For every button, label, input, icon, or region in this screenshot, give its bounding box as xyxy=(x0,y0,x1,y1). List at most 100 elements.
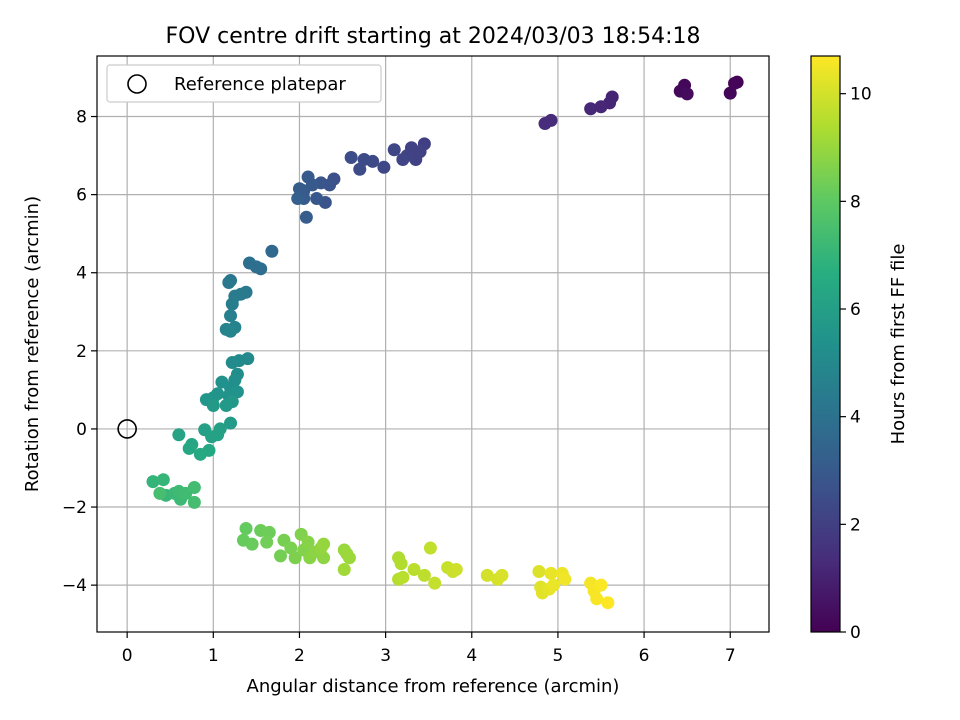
data-point xyxy=(594,100,608,114)
data-point xyxy=(342,551,356,565)
data-point xyxy=(222,275,236,289)
x-tick-label: 4 xyxy=(466,646,477,666)
y-axis-ticks: −4 −2 0 2 4 6 8 xyxy=(62,108,97,596)
y-tick-label: 0 xyxy=(76,420,87,440)
data-point xyxy=(344,151,358,165)
x-tick-label: 5 xyxy=(553,646,564,666)
data-point xyxy=(590,592,604,606)
data-point xyxy=(449,563,463,577)
data-point xyxy=(396,570,410,584)
data-point xyxy=(172,428,186,442)
data-points xyxy=(146,75,744,610)
data-point xyxy=(219,399,233,413)
colorbar-ticks: 0 2 4 6 8 10 xyxy=(840,85,872,643)
data-point xyxy=(387,143,401,157)
data-point xyxy=(224,309,238,323)
legend-box xyxy=(106,64,382,103)
data-point xyxy=(495,568,509,582)
x-axis-ticks: 0 1 2 3 4 5 6 7 xyxy=(122,632,736,666)
data-point xyxy=(396,152,410,166)
x-tick-label: 1 xyxy=(208,646,219,666)
data-point xyxy=(310,192,324,206)
colorbar-tick-label: 10 xyxy=(850,85,872,105)
colorbar: 0 2 4 6 8 10 Hours from first FF file xyxy=(810,55,909,643)
data-point xyxy=(225,297,239,311)
data-point xyxy=(547,578,561,592)
data-point xyxy=(156,473,170,487)
data-point xyxy=(292,182,306,196)
data-point xyxy=(205,430,219,444)
data-point xyxy=(337,563,351,577)
data-point xyxy=(225,356,239,370)
data-point xyxy=(584,102,598,116)
y-axis-label: Rotation from reference (arcmin) xyxy=(22,196,43,492)
data-point xyxy=(723,86,737,100)
y-tick-label: 2 xyxy=(76,342,87,362)
colorbar-tick-label: 8 xyxy=(850,192,861,212)
data-point xyxy=(153,486,167,500)
x-tick-label: 0 xyxy=(122,646,133,666)
data-point xyxy=(594,578,608,592)
data-point xyxy=(728,76,742,90)
data-point xyxy=(288,551,302,565)
data-point xyxy=(242,256,256,270)
data-point xyxy=(260,535,274,549)
legend-label: Reference platepar xyxy=(174,74,346,95)
data-point xyxy=(291,192,305,206)
x-tick-label: 7 xyxy=(725,646,736,666)
colorbar-gradient xyxy=(810,55,841,633)
data-point xyxy=(407,563,421,577)
x-tick-label: 2 xyxy=(294,646,305,666)
data-point xyxy=(423,541,437,555)
reference-platepar-marker xyxy=(117,419,137,439)
y-tick-label: −2 xyxy=(62,498,87,518)
data-point xyxy=(265,244,279,258)
data-point xyxy=(601,596,615,610)
data-point xyxy=(317,551,331,565)
x-tick-label: 3 xyxy=(380,646,391,666)
y-tick-label: 8 xyxy=(76,108,87,128)
data-point xyxy=(274,549,288,563)
data-point xyxy=(317,537,331,551)
data-point xyxy=(187,495,201,509)
y-tick-label: 6 xyxy=(76,186,87,206)
colorbar-tick-label: 4 xyxy=(850,408,861,428)
data-point xyxy=(353,162,367,176)
y-tick-label: −4 xyxy=(62,576,87,596)
data-point xyxy=(394,557,408,571)
plot-frame xyxy=(96,55,770,633)
data-point xyxy=(146,475,160,489)
data-point xyxy=(377,160,391,174)
data-point xyxy=(428,576,442,590)
data-point xyxy=(262,525,276,539)
data-point xyxy=(245,537,259,551)
colorbar-tick-label: 6 xyxy=(850,300,861,320)
data-point xyxy=(680,87,694,101)
data-point xyxy=(357,152,371,166)
x-axis-label: Angular distance from reference (arcmin) xyxy=(247,676,620,697)
data-point xyxy=(187,481,201,495)
data-point xyxy=(301,535,315,549)
data-point xyxy=(532,564,546,578)
data-point xyxy=(284,541,298,555)
data-point xyxy=(558,572,572,586)
data-point xyxy=(182,441,196,455)
data-point xyxy=(224,324,238,338)
data-point xyxy=(206,399,220,413)
x-tick-label: 6 xyxy=(639,646,650,666)
data-point xyxy=(417,568,431,582)
data-point xyxy=(299,210,313,224)
data-point xyxy=(301,170,315,184)
legend: Reference platepar xyxy=(106,64,382,103)
y-tick-label: 4 xyxy=(76,264,87,284)
colorbar-tick-label: 0 xyxy=(850,623,861,643)
data-point xyxy=(544,566,558,580)
colorbar-tick-label: 2 xyxy=(850,515,861,535)
data-point xyxy=(224,416,238,430)
data-point xyxy=(215,375,229,389)
data-point xyxy=(538,117,552,131)
colorbar-label: Hours from first FF file xyxy=(888,244,909,445)
data-point xyxy=(193,447,207,461)
data-point xyxy=(239,522,253,536)
